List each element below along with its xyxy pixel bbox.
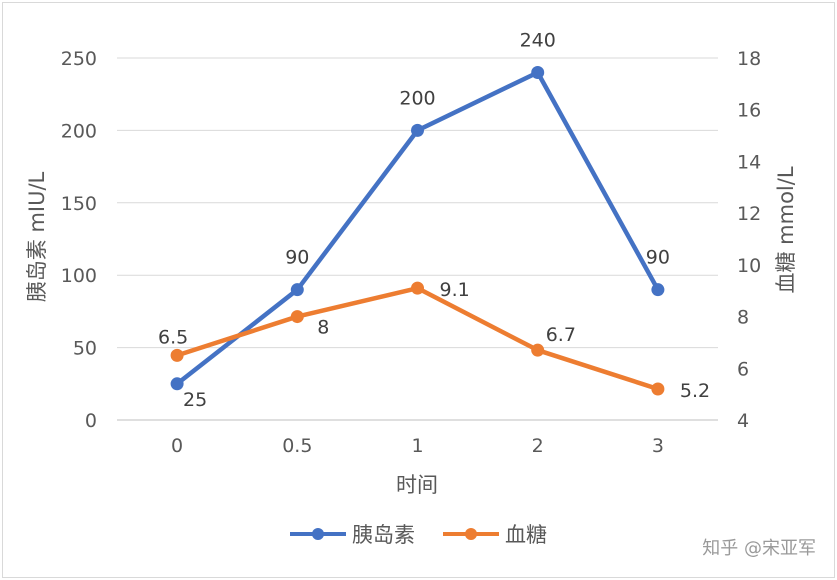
x-tick-label: 0.5 — [282, 435, 312, 457]
right-tick-label: 16 — [737, 100, 761, 122]
data-label-insulin: 25 — [183, 389, 207, 411]
right-tick-label: 18 — [737, 48, 761, 70]
right-tick-label: 6 — [737, 358, 749, 380]
data-label-glucose: 8 — [317, 317, 329, 339]
data-label-insulin: 90 — [646, 247, 670, 269]
data-point-insulin — [290, 283, 304, 297]
watermark: 知乎 @宋亚军 — [702, 538, 816, 559]
left-tick-label: 250 — [61, 48, 97, 70]
data-label-glucose: 6.5 — [158, 326, 188, 348]
data-point-glucose — [411, 281, 424, 295]
legend-marker-insulin — [312, 528, 324, 540]
data-label-glucose: 9.1 — [440, 279, 470, 301]
legend-label-glucose: 血糖 — [505, 523, 547, 547]
data-point-insulin — [170, 377, 184, 391]
right-tick-label: 12 — [737, 203, 761, 225]
x-tick-label: 0 — [171, 435, 183, 457]
legend-label-insulin: 胰岛素 — [352, 523, 415, 547]
x-axis-ticks: 0 0.5 1 2 3 — [171, 435, 664, 457]
x-tick-label: 2 — [532, 435, 544, 457]
data-point-insulin — [651, 283, 665, 297]
data-point-glucose — [651, 382, 665, 396]
right-tick-label: 10 — [737, 255, 761, 277]
data-point-glucose — [170, 348, 184, 362]
left-tick-label: 50 — [73, 338, 97, 360]
legend-item-insulin: 胰岛素 — [290, 523, 415, 547]
x-axis-title: 时间 — [396, 473, 438, 497]
right-tick-label: 4 — [737, 410, 749, 432]
data-label-insulin: 90 — [285, 247, 309, 269]
x-tick-label: 1 — [411, 435, 423, 457]
legend-item-glucose: 血糖 — [443, 523, 547, 547]
left-axis-ticks: 0 50 100 150 200 250 — [61, 48, 97, 432]
left-tick-label: 200 — [61, 120, 97, 142]
data-label-insulin: 240 — [520, 29, 556, 51]
data-point-glucose — [290, 310, 304, 324]
legend-marker-glucose — [465, 528, 477, 540]
left-tick-label: 150 — [61, 193, 97, 215]
left-axis-title: 胰岛素 mIU/L — [25, 171, 49, 302]
left-tick-label: 100 — [61, 265, 97, 287]
data-point-insulin — [411, 123, 424, 137]
right-tick-label: 8 — [737, 307, 749, 329]
right-axis-title: 血糖 mmol/L — [774, 166, 798, 293]
data-label-glucose: 5.2 — [680, 380, 710, 402]
left-tick-label: 0 — [85, 410, 97, 432]
right-axis-ticks: 4 6 8 10 12 14 16 18 — [737, 48, 761, 432]
right-tick-label: 14 — [737, 151, 761, 173]
series-group — [170, 65, 665, 396]
x-tick-label: 3 — [652, 435, 664, 457]
data-point-glucose — [531, 343, 545, 357]
series-line-glucose — [174, 285, 661, 392]
legend: 胰岛素 血糖 — [290, 523, 547, 547]
data-labels: 25 90 200 240 90 6.5 8 9.1 6.7 5.2 — [158, 29, 710, 410]
data-point-insulin — [531, 65, 545, 79]
data-label-glucose: 6.7 — [546, 324, 576, 346]
series-line-insulin — [174, 70, 661, 387]
data-label-insulin: 200 — [399, 87, 435, 109]
